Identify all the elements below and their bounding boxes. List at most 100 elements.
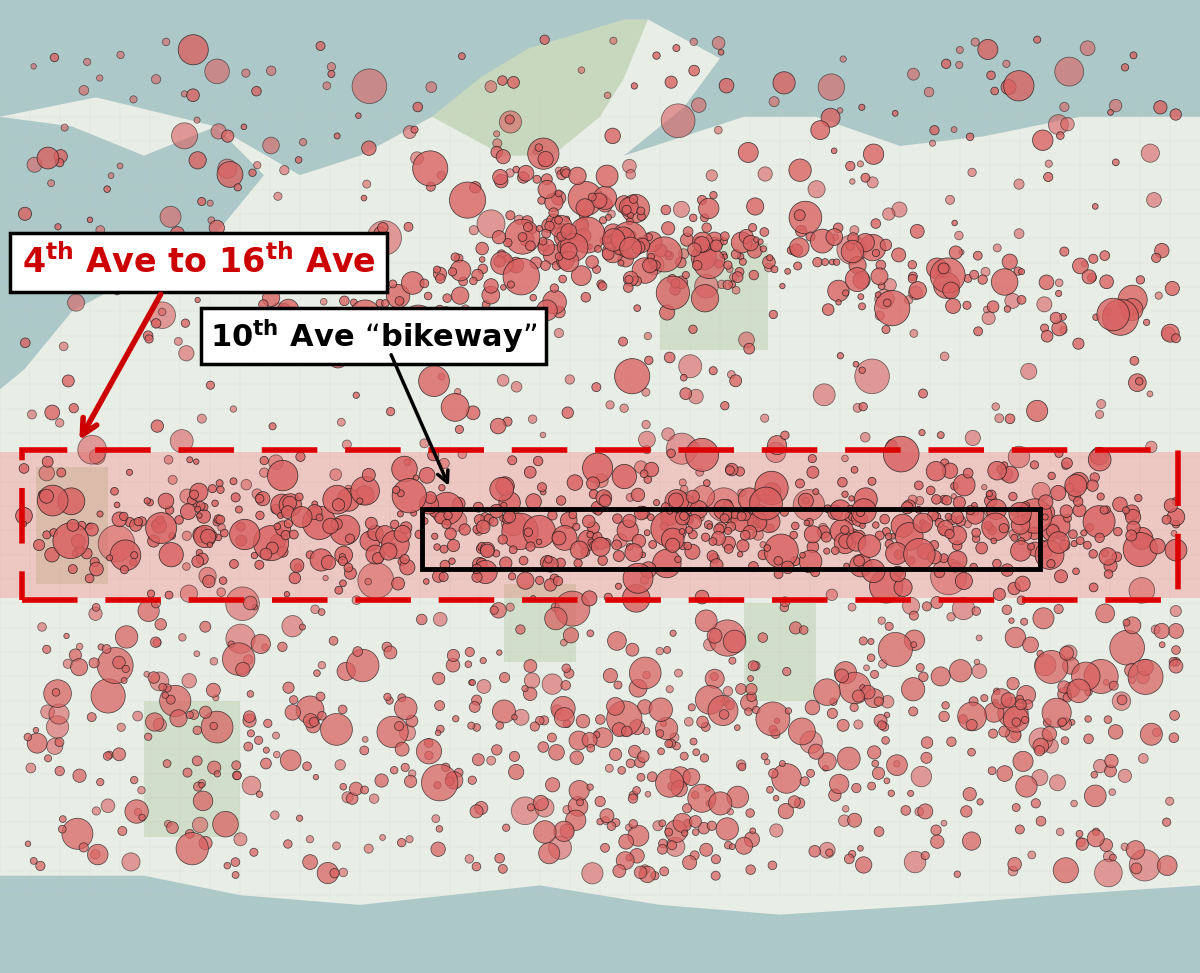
Point [666,275,685,291]
Point [280,495,299,511]
Point [638,562,658,578]
Point [278,504,298,520]
Point [347,593,366,608]
Point [212,520,232,535]
Point [146,634,166,650]
Point [1152,637,1171,653]
Point [1090,451,1109,467]
Point [502,276,521,292]
Point [1054,322,1073,338]
Point [751,234,770,249]
Point [1082,270,1102,285]
Point [158,452,178,468]
Point [650,643,670,659]
Point [677,232,696,247]
Point [1048,775,1067,791]
Point [385,517,404,532]
Point [604,226,623,241]
Point [521,238,540,254]
Point [284,692,304,707]
Point [576,200,595,216]
Point [754,537,773,553]
Point [754,241,773,257]
Point [347,387,366,403]
Point [872,278,892,294]
Point [400,831,419,847]
Point [629,239,648,255]
Point [540,846,559,861]
Point [727,720,746,736]
Point [241,595,260,611]
Point [1115,839,1134,854]
Point [86,599,106,615]
Point [964,430,983,446]
Point [565,475,584,490]
Point [1006,728,1025,743]
Point [836,533,856,549]
Point [1050,824,1069,840]
Point [938,509,958,524]
Point [23,407,42,422]
Point [552,229,571,244]
Point [530,713,550,729]
Point [16,206,35,222]
Point [431,721,450,737]
Point [679,512,698,527]
Point [826,543,845,559]
Point [610,243,629,259]
Point [836,558,856,573]
Point [251,636,270,652]
Point [990,411,1009,426]
Point [91,223,110,238]
Point [253,490,272,506]
Point [904,703,923,719]
Point [803,450,822,466]
Point [438,508,457,523]
Point [655,246,674,262]
Point [817,529,836,545]
Point [401,774,420,789]
Point [786,554,805,569]
Point [966,531,985,547]
Point [814,520,833,535]
Point [941,192,960,207]
Point [392,308,412,324]
Point [880,206,899,222]
Point [1015,498,1034,514]
Point [289,489,308,505]
Point [1042,524,1061,540]
Point [1034,610,1054,626]
Point [425,528,444,544]
Point [935,551,954,566]
Point [464,223,484,238]
Point [558,405,577,420]
Point [877,523,896,539]
Point [620,756,640,772]
Point [637,867,656,883]
Point [428,725,448,740]
Point [704,234,724,249]
Point [745,243,764,259]
Point [1122,663,1141,678]
Point [217,161,236,176]
Point [916,519,935,534]
Point [1010,506,1030,522]
Point [598,88,617,103]
Point [306,601,325,617]
Point [152,307,172,323]
Point [226,867,245,883]
Point [1001,411,1020,426]
Point [272,497,292,513]
Point [1004,526,1024,542]
Bar [422,509,1040,569]
Point [568,750,587,766]
Point [769,566,788,582]
Point [467,569,486,585]
Point [275,162,294,178]
Point [721,519,740,534]
Point [1166,654,1186,669]
Point [775,427,794,443]
Point [880,528,899,544]
Point [305,504,324,520]
Point [822,80,841,95]
